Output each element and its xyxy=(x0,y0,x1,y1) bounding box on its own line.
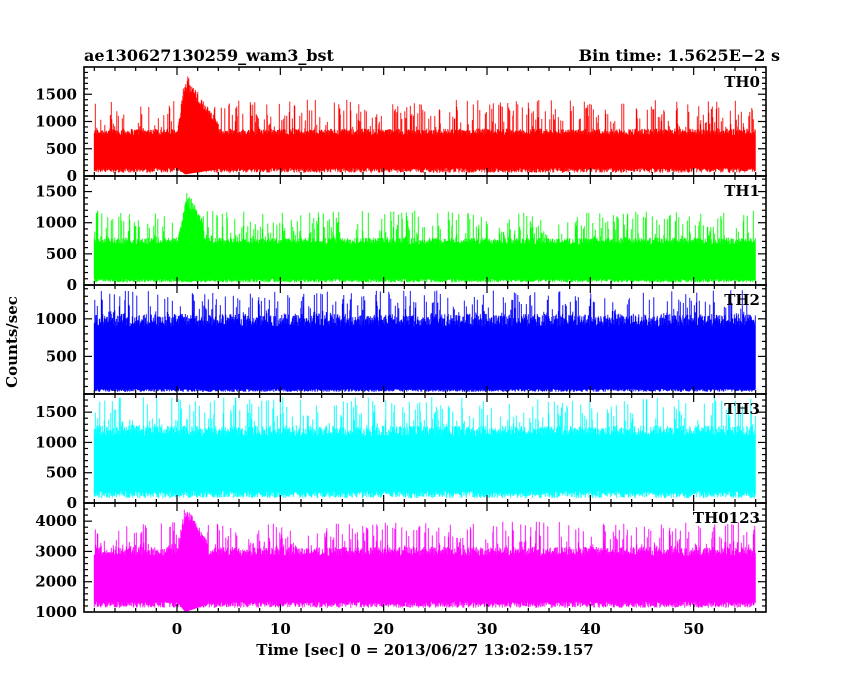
x-tick-label: 10 xyxy=(270,620,291,638)
y-tick-label: 1000 xyxy=(35,214,77,232)
x-tick-label: 20 xyxy=(373,620,394,638)
panel-label: TH1 xyxy=(724,182,760,200)
panel-th0: 0 500 1000 1500 TH0 xyxy=(35,66,767,185)
y-tick-label: 1500 xyxy=(35,403,77,421)
panel-label: TH3 xyxy=(724,400,760,418)
y-tick-label: 1000 xyxy=(35,603,77,621)
y-tick-label: 500 xyxy=(46,245,77,263)
y-tick-label: 2000 xyxy=(35,573,77,591)
y-tick-label: 1500 xyxy=(35,85,77,103)
panel-label: TH0 xyxy=(724,73,760,91)
panel-th0123: 1000 2000 3000 4000 TH0123 xyxy=(35,502,767,621)
y-tick-label: 1000 xyxy=(35,433,77,451)
x-tick-label: 50 xyxy=(683,620,704,638)
series-th0123 xyxy=(93,509,756,612)
y-tick-label: 500 xyxy=(46,140,77,158)
panel-label: TH0123 xyxy=(693,509,760,527)
y-axis-label: Counts/sec xyxy=(3,296,21,388)
y-tick-label: 0 xyxy=(67,167,77,185)
panel-th1: 0 500 1000 1500 TH1 xyxy=(35,175,767,294)
y-tick-label: 500 xyxy=(46,464,77,482)
y-tick-label: 1500 xyxy=(35,183,77,201)
x-tick-label: 40 xyxy=(580,620,601,638)
y-tick-label: 1000 xyxy=(35,310,77,328)
y-tick-label: 0 xyxy=(67,276,77,294)
series-th0 xyxy=(93,76,756,175)
panel-th3: 0 500 1000 1500 TH3 xyxy=(35,393,767,512)
series-th2 xyxy=(93,290,756,392)
y-tick-label: 500 xyxy=(46,347,77,365)
x-axis-label: Time [sec] 0 = 2013/06/27 13:02:59.157 xyxy=(256,641,593,659)
y-tick-label: 3000 xyxy=(35,542,77,560)
panel-label: TH2 xyxy=(724,291,760,309)
x-tick-label: 0 xyxy=(172,620,182,638)
y-tick-label: 0 xyxy=(67,494,77,512)
bin-time-label: Bin time: 1.5625E−2 s xyxy=(579,46,780,65)
y-tick-label: 1000 xyxy=(35,113,77,131)
x-tick-label: 30 xyxy=(477,620,498,638)
series-th3 xyxy=(93,397,756,499)
y-tick-label: 4000 xyxy=(35,512,77,530)
chart-title: ae130627130259_wam3_bst xyxy=(84,46,335,65)
panel-th2: 500 1000 TH2 xyxy=(35,284,767,395)
series-th1 xyxy=(93,193,756,283)
